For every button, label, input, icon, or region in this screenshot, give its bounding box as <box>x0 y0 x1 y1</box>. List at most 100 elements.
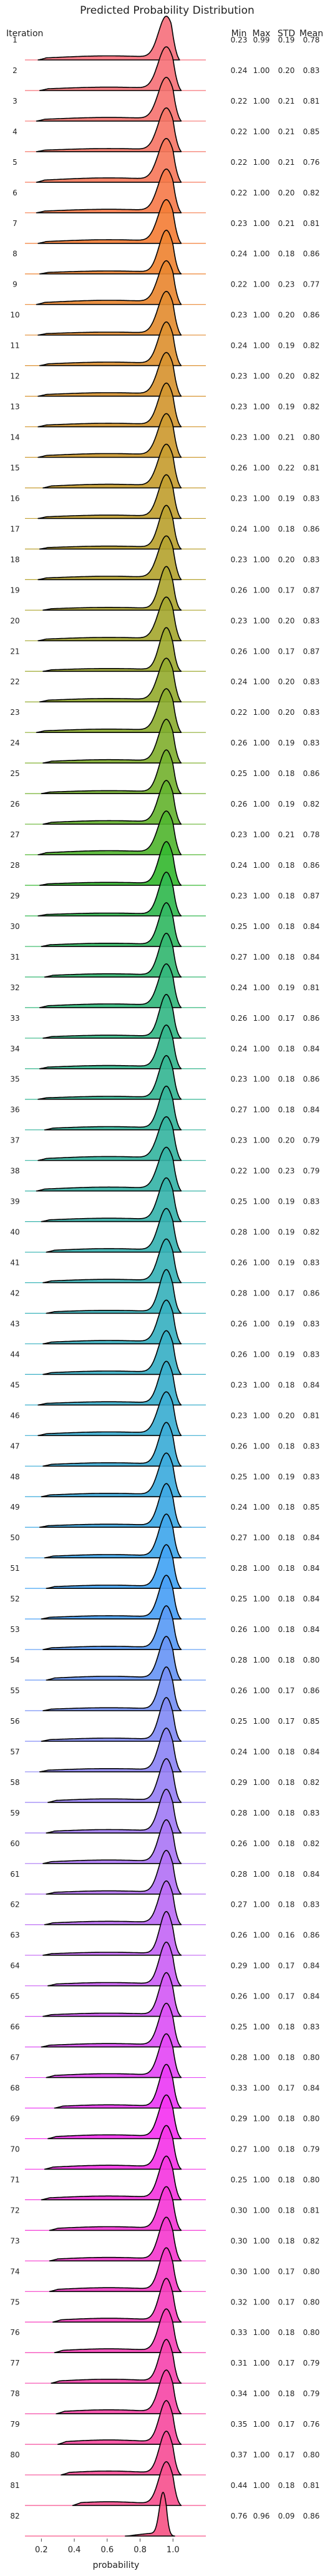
stat-max-value: 1.00 <box>253 739 270 747</box>
stat-max-value: 1.00 <box>253 97 270 106</box>
stat-max-value: 1.00 <box>253 1564 270 1573</box>
stat-std-value: 0.17 <box>278 2084 295 2093</box>
stat-min-value: 0.30 <box>231 2206 248 2215</box>
stat-mean-value: 0.82 <box>303 2236 320 2245</box>
iteration-label: 71 <box>10 2175 19 2184</box>
iteration-label: 82 <box>10 2512 19 2520</box>
stat-std-value: 0.17 <box>278 2267 295 2276</box>
stat-max-value: 1.00 <box>253 2236 270 2245</box>
stat-std-value: 0.19 <box>278 1350 295 1359</box>
stat-max-value: 1.00 <box>253 892 270 900</box>
stat-std-value: 0.18 <box>278 1870 295 1879</box>
stat-std-value: 0.18 <box>278 2053 295 2062</box>
iteration-label: 18 <box>10 555 19 564</box>
stat-min-value: 0.23 <box>231 616 248 625</box>
stat-mean-value: 0.82 <box>303 342 320 350</box>
stat-mean-value: 0.87 <box>303 892 320 900</box>
stat-min-value: 0.28 <box>231 2053 248 2062</box>
stat-min-value: 0.24 <box>231 1045 248 1053</box>
stat-std-value: 0.17 <box>278 2420 295 2429</box>
iteration-label: 66 <box>10 2023 19 2032</box>
stat-min-value: 0.28 <box>231 1228 248 1237</box>
stat-max-value: 1.00 <box>253 555 270 564</box>
stat-max-value: 1.00 <box>253 1075 270 1084</box>
iteration-label: 59 <box>10 1809 19 1817</box>
iteration-label: 2 <box>12 66 17 75</box>
iteration-label: 54 <box>10 1656 19 1664</box>
stat-std-value: 0.17 <box>278 2359 295 2367</box>
stat-min-value: 0.25 <box>231 2175 248 2184</box>
stat-min-value: 0.26 <box>231 1931 248 1940</box>
stat-mean-value: 0.81 <box>303 2481 320 2490</box>
stat-std-value: 0.18 <box>278 1595 295 1603</box>
x-axis: 0.2 0.4 0.6 0.8 1.0 <box>35 2539 180 2555</box>
stat-max-value: 1.00 <box>253 2389 270 2398</box>
stat-mean-value: 0.83 <box>303 616 320 625</box>
stat-min-value: 0.24 <box>231 861 248 870</box>
stat-std-value: 0.09 <box>278 2512 295 2520</box>
stat-std-value: 0.17 <box>278 1717 295 1726</box>
iteration-label: 12 <box>10 372 19 381</box>
stat-mean-value: 0.81 <box>303 464 320 473</box>
stat-std-value: 0.18 <box>278 1442 295 1450</box>
x-axis-label: probability <box>93 2560 140 2570</box>
stat-std-value: 0.19 <box>278 494 295 503</box>
iteration-label: 22 <box>10 677 19 686</box>
stat-mean-value: 0.82 <box>303 1778 320 1787</box>
iteration-label: 14 <box>10 433 19 442</box>
stat-min-value: 0.23 <box>231 555 248 564</box>
stat-min-value: 0.24 <box>231 677 248 686</box>
stat-max-value: 1.00 <box>253 1319 270 1328</box>
stat-mean-value: 0.83 <box>303 1809 320 1817</box>
iteration-label: 27 <box>10 830 19 839</box>
stat-min-value: 0.22 <box>231 280 248 289</box>
ridge-row: 82 0.76 0.96 0.09 0.86 <box>10 2492 319 2536</box>
stat-min-value: 0.26 <box>231 1259 248 1267</box>
stat-min-value: 0.26 <box>231 647 248 656</box>
stat-std-value: 0.18 <box>278 922 295 931</box>
stat-max-value: 1.00 <box>253 616 270 625</box>
stat-max-value: 1.00 <box>253 189 270 197</box>
iteration-label: 68 <box>10 2084 19 2093</box>
stat-max-value: 1.00 <box>253 342 270 350</box>
iteration-label: 42 <box>10 1289 19 1298</box>
stat-mean-value: 0.84 <box>303 922 320 931</box>
iteration-label: 74 <box>10 2267 19 2276</box>
stat-max-value: 1.00 <box>253 1167 270 1176</box>
stat-std-value: 0.16 <box>278 1931 295 1940</box>
stat-std-value: 0.17 <box>278 1992 295 2001</box>
stat-max-value: 1.00 <box>253 1717 270 1726</box>
stat-mean-value: 0.87 <box>303 647 320 656</box>
stat-std-value: 0.18 <box>278 1564 295 1573</box>
iteration-label: 37 <box>10 1136 19 1145</box>
stat-max-value: 1.00 <box>253 1533 270 1542</box>
stat-min-value: 0.44 <box>231 2481 248 2490</box>
iteration-label: 15 <box>10 464 19 473</box>
iteration-label: 70 <box>10 2145 19 2153</box>
stat-min-value: 0.35 <box>231 2420 248 2429</box>
iteration-label: 39 <box>10 1197 19 1206</box>
iteration-label: 64 <box>10 1962 19 1970</box>
iteration-label: 57 <box>10 1748 19 1756</box>
stat-max-value: 1.00 <box>253 1900 270 1909</box>
stat-std-value: 0.18 <box>278 1748 295 1756</box>
stat-std-value: 0.21 <box>278 158 295 167</box>
iteration-label: 38 <box>10 1167 19 1176</box>
stat-mean-value: 0.79 <box>303 1136 320 1145</box>
iteration-label: 43 <box>10 1319 19 1328</box>
stat-std-value: 0.20 <box>278 311 295 320</box>
stat-min-value: 0.28 <box>231 1289 248 1298</box>
stat-min-value: 0.25 <box>231 2023 248 2032</box>
stat-max-value: 1.00 <box>253 2420 270 2429</box>
stat-mean-value: 0.84 <box>303 1564 320 1573</box>
stat-min-value: 0.26 <box>231 1992 248 2001</box>
stat-std-value: 0.20 <box>278 66 295 75</box>
stat-max-value: 1.00 <box>253 1136 270 1145</box>
iteration-label: 16 <box>10 494 19 503</box>
stat-mean-value: 0.86 <box>303 1931 320 1940</box>
stat-std-value: 0.19 <box>278 1319 295 1328</box>
row-header: Iteration <box>6 29 43 39</box>
stat-min-value: 0.26 <box>231 800 248 809</box>
stat-max-value: 1.00 <box>253 280 270 289</box>
